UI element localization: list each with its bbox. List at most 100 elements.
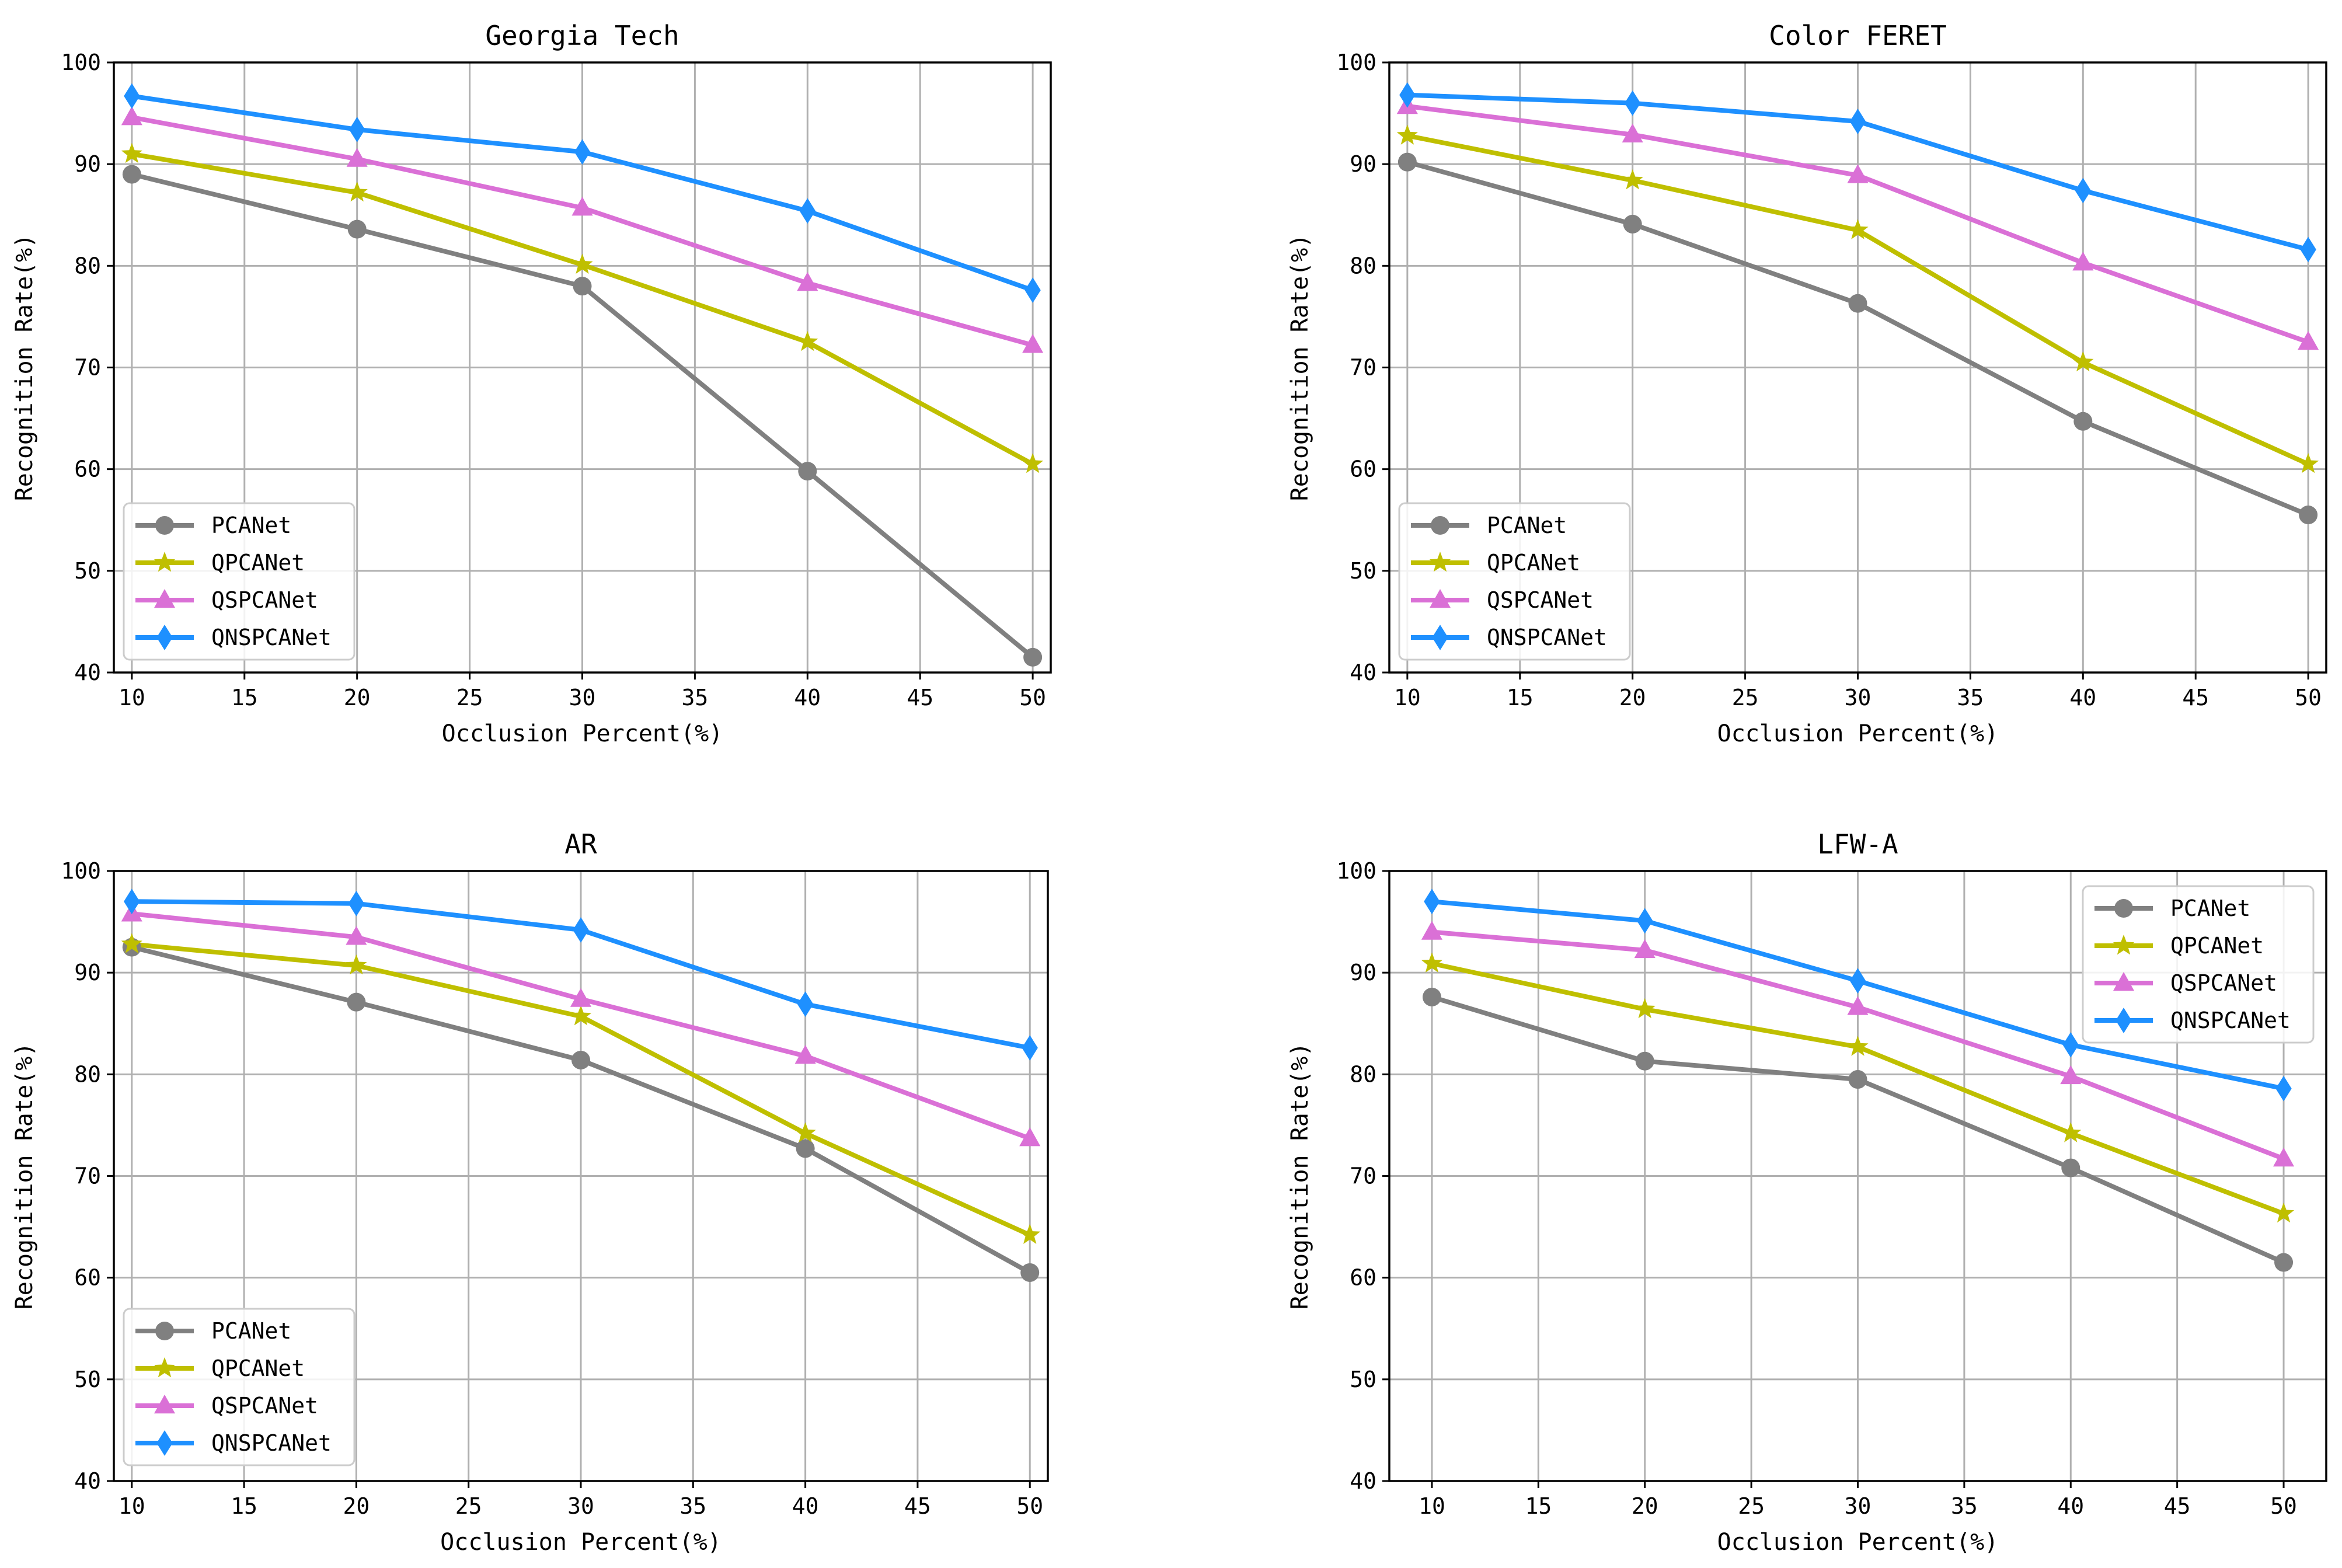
data-point-qnspcanet xyxy=(1849,968,1866,994)
x-tick-label: 15 xyxy=(231,685,258,710)
y-tick-label: 90 xyxy=(74,151,101,177)
legend-label-pcanet: PCANet xyxy=(1487,513,1567,538)
data-point-qspcanet xyxy=(2298,330,2319,350)
data-point-qpcanet xyxy=(346,954,367,975)
x-tick-label: 50 xyxy=(1019,685,1046,710)
y-tick-label: 70 xyxy=(74,355,101,381)
data-point-pcanet xyxy=(1623,214,1642,234)
y-axis-label: Recognition Rate(%) xyxy=(11,1043,38,1310)
data-point-qspcanet xyxy=(1022,334,1044,353)
data-point-qspcanet xyxy=(346,148,368,167)
data-point-pcanet xyxy=(1397,152,1417,172)
legend-box xyxy=(1398,502,1631,661)
legend-marker-pcanet xyxy=(2114,899,2133,918)
x-tick-label: 10 xyxy=(1419,1493,1445,1519)
x-tick-label: 25 xyxy=(1738,1493,1765,1519)
data-point-qspcanet xyxy=(121,106,142,126)
legend-marker-pcanet xyxy=(1431,516,1449,535)
data-point-pcanet xyxy=(798,462,817,481)
y-tick-label: 100 xyxy=(61,858,101,884)
data-point-pcanet xyxy=(1023,647,1043,667)
y-tick-label: 40 xyxy=(1350,660,1376,685)
legend-marker-pcanet xyxy=(155,1322,174,1340)
legend: PCANet QPCANet QSPCANet QNSPCANet xyxy=(1398,502,1631,661)
data-point-qspcanet xyxy=(2060,1065,2082,1085)
x-tick-label: 40 xyxy=(794,685,821,710)
data-point-qnspcanet xyxy=(2300,236,2316,263)
chart-title: Georgia Tech xyxy=(485,20,679,51)
legend-box xyxy=(2082,885,2315,1044)
data-point-pcanet xyxy=(2073,412,2093,431)
data-point-pcanet xyxy=(347,992,366,1012)
legend: PCANet QPCANet QSPCANet QNSPCANet xyxy=(2082,885,2315,1044)
data-point-qspcanet xyxy=(2273,1147,2295,1167)
data-point-qspcanet xyxy=(1634,939,1656,959)
legend-marker-qspcanet xyxy=(154,1395,176,1414)
data-point-qpcanet xyxy=(121,933,142,953)
data-point-pcanet xyxy=(1635,1051,1654,1071)
chart-title: Color FERET xyxy=(1769,20,1947,51)
legend-marker-qpcanet xyxy=(1429,552,1451,572)
legend-label-qspcanet: QSPCANet xyxy=(211,587,318,613)
legend-marker-qspcanet xyxy=(154,589,176,608)
x-tick-label: 15 xyxy=(1525,1493,1552,1519)
data-point-pcanet xyxy=(796,1139,815,1158)
y-tick-label: 90 xyxy=(1350,960,1376,985)
y-axis-label: Recognition Rate(%) xyxy=(1287,1043,1313,1310)
x-tick-label: 40 xyxy=(792,1493,819,1519)
x-tick-label: 20 xyxy=(343,1493,370,1519)
legend-box xyxy=(123,1308,356,1466)
x-tick-label: 45 xyxy=(907,685,933,710)
y-tick-label: 100 xyxy=(1336,858,1376,884)
data-point-qspcanet xyxy=(2072,252,2094,271)
data-point-pcanet xyxy=(1848,294,1867,313)
data-point-qpcanet xyxy=(797,331,818,351)
chart-georgia-tech: 10 15 20 25 30 35 40 45 50 40 50 60 70 80 90 100 Georgia… xyxy=(11,20,1052,747)
data-point-qnspcanet xyxy=(124,83,140,109)
y-axis-label: Recognition Rate(%) xyxy=(1287,234,1313,501)
x-tick-label: 50 xyxy=(2295,685,2322,710)
data-point-qpcanet xyxy=(2298,453,2319,473)
x-tick-label: 20 xyxy=(344,685,371,710)
legend-marker-qnspcanet xyxy=(2116,1008,2132,1033)
data-point-qspcanet xyxy=(1421,921,1443,940)
y-tick-label: 40 xyxy=(74,660,101,685)
y-tick-label: 50 xyxy=(1350,1367,1376,1392)
data-point-qnspcanet xyxy=(1849,109,1866,134)
x-tick-label: 30 xyxy=(567,1493,594,1519)
x-axis-label: Occlusion Percent(%) xyxy=(440,1529,722,1556)
data-point-qspcanet xyxy=(1847,164,1869,183)
data-point-pcanet xyxy=(2061,1158,2080,1177)
data-point-pcanet xyxy=(2299,506,2318,525)
y-tick-label: 80 xyxy=(1350,1061,1376,1087)
legend: PCANet QPCANet QSPCANet QNSPCANet xyxy=(123,1308,356,1466)
data-point-qnspcanet xyxy=(349,117,365,142)
y-tick-label: 80 xyxy=(1350,253,1376,278)
data-point-pcanet xyxy=(347,219,367,239)
data-point-qnspcanet xyxy=(1637,908,1653,934)
chart-lfw-a: 10 15 20 25 30 35 40 45 50 40 50 60 70 80 90 100 LFW-A Oc… xyxy=(1287,828,2327,1556)
x-tick-label: 30 xyxy=(1845,1493,1871,1519)
data-point-qnspcanet xyxy=(1022,1035,1038,1061)
data-point-qpcanet xyxy=(1847,1036,1869,1056)
data-point-pcanet xyxy=(571,1050,590,1069)
data-point-qnspcanet xyxy=(2062,1032,2079,1058)
x-tick-label: 10 xyxy=(119,685,145,710)
legend-label-qnspcanet: QNSPCANet xyxy=(2170,1008,2291,1033)
x-tick-label: 35 xyxy=(682,685,709,710)
data-point-qpcanet xyxy=(1622,169,1643,190)
data-point-qspcanet xyxy=(794,1044,816,1064)
legend-marker-qpcanet xyxy=(154,1357,176,1378)
y-tick-label: 40 xyxy=(74,1468,101,1494)
x-tick-label: 30 xyxy=(1845,685,1871,710)
legend-label-qnspcanet: QNSPCANet xyxy=(211,625,332,650)
y-axis-label: Recognition Rate(%) xyxy=(11,234,38,501)
data-point-qnspcanet xyxy=(797,991,814,1018)
x-tick-label: 20 xyxy=(1632,1493,1658,1519)
data-point-qnspcanet xyxy=(1424,888,1440,915)
legend-label-qpcanet: QPCANet xyxy=(2170,933,2264,959)
plot-frame xyxy=(113,61,1052,674)
legend-marker-qnspcanet xyxy=(156,625,173,650)
